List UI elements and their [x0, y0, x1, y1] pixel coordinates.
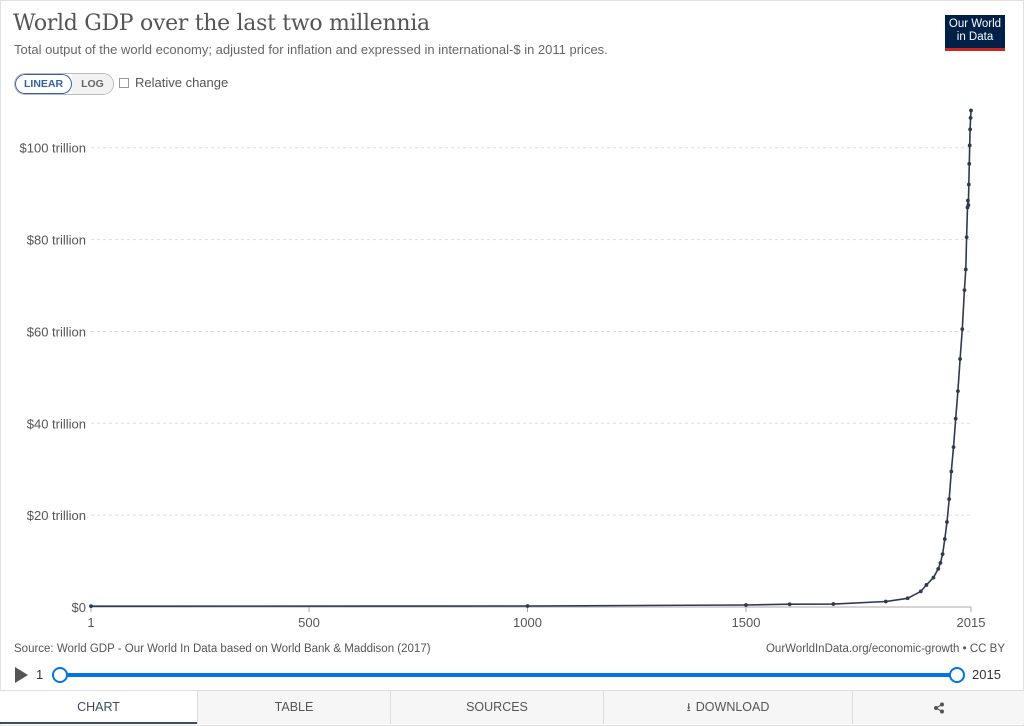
relative-change-label: Relative change — [135, 75, 229, 90]
data-point[interactable] — [940, 552, 945, 557]
chart-subtitle: Total output of the world economy; adjus… — [14, 42, 608, 57]
data-point[interactable] — [968, 127, 973, 132]
data-point[interactable] — [942, 537, 947, 541]
linear-scale-button[interactable]: LINEAR — [15, 74, 73, 94]
y-tick-label: $40 trillion — [27, 416, 86, 431]
tab-sources[interactable]: SOURCES — [390, 691, 603, 724]
scale-toggle: LINEAR LOG — [14, 73, 114, 95]
data-point[interactable] — [883, 599, 888, 604]
timeline: 1 2015 — [0, 660, 1024, 690]
data-point[interactable] — [969, 108, 973, 113]
data-point[interactable] — [966, 198, 970, 203]
relative-change-toggle[interactable]: Relative change — [119, 75, 228, 90]
source-note[interactable]: Source: World GDP - Our World In Data ba… — [14, 643, 431, 655]
x-tick-label: 1 — [87, 615, 94, 630]
x-tick-label: 1500 — [732, 615, 761, 630]
data-point[interactable] — [787, 602, 792, 607]
data-point[interactable] — [964, 235, 969, 240]
license-note[interactable]: OurWorldInData.org/economic-growth • CC … — [765, 643, 1005, 655]
data-point[interactable] — [966, 182, 971, 187]
y-tick-label: $0 — [72, 600, 86, 615]
data-point[interactable] — [949, 469, 954, 474]
data-point[interactable] — [936, 566, 941, 571]
data-point[interactable] — [831, 602, 836, 606]
timeline-start-label: 1 — [36, 667, 44, 682]
data-point[interactable] — [951, 445, 956, 450]
share-icon — [933, 702, 944, 714]
data-point[interactable] — [918, 589, 923, 594]
data-point[interactable] — [967, 161, 972, 166]
chart-plot: $0 $20 trillion $40 trillion $60 trillion $8… — [20, 108, 986, 630]
data-point[interactable] — [967, 143, 972, 148]
tab-bar: CHART TABLE SOURCES ⭳ DOWNLOAD — [0, 690, 1024, 724]
y-tick-label: $20 trillion — [27, 508, 86, 523]
x-tick-label: 500 — [298, 615, 320, 630]
y-tick-label: $100 trillion — [20, 141, 87, 156]
play-icon[interactable] — [15, 667, 28, 683]
data-point[interactable] — [945, 520, 949, 524]
chart-title: World GDP over the last two millennia — [13, 11, 430, 36]
owid-logo[interactable]: Our World in Data — [945, 15, 1005, 51]
data-point[interactable] — [905, 596, 910, 601]
data-point[interactable] — [525, 604, 530, 608]
x-tick-label: 1000 — [513, 615, 542, 630]
data-point[interactable] — [962, 288, 967, 293]
timeline-track[interactable] — [59, 673, 956, 677]
data-point[interactable] — [968, 115, 973, 120]
data-point[interactable] — [955, 389, 960, 394]
data-point[interactable] — [938, 561, 943, 565]
data-point[interactable] — [89, 604, 93, 609]
data-point[interactable] — [963, 267, 968, 272]
tab-download-label: DOWNLOAD — [695, 700, 770, 714]
data-point[interactable] — [924, 583, 929, 587]
logo-line-1: Our World — [948, 18, 1002, 30]
timeline-start-handle[interactable] — [52, 667, 68, 683]
relative-change-checkbox[interactable] — [119, 77, 129, 88]
tab-table[interactable]: TABLE — [197, 691, 390, 724]
log-scale-button[interactable]: LOG — [72, 74, 113, 94]
tab-chart[interactable]: CHART — [0, 691, 197, 724]
data-point[interactable] — [966, 203, 971, 208]
timeline-end-handle[interactable] — [949, 667, 965, 683]
data-point[interactable] — [947, 497, 952, 501]
y-tick-label: $80 trillion — [27, 233, 86, 248]
logo-line-2: in Data — [956, 31, 994, 43]
data-point[interactable] — [960, 327, 965, 332]
timeline-end-label: 2015 — [972, 667, 1001, 682]
series-line — [90, 110, 972, 608]
tab-share[interactable] — [852, 691, 1024, 724]
data-point[interactable] — [953, 416, 958, 421]
data-point[interactable] — [958, 357, 962, 361]
download-icon: ⭳ — [686, 700, 691, 714]
data-point[interactable] — [931, 575, 936, 580]
y-tick-label: $60 trillion — [27, 324, 86, 339]
tab-download[interactable]: ⭳ DOWNLOAD — [603, 691, 852, 724]
x-tick-label: 2015 — [957, 615, 986, 630]
data-point[interactable] — [744, 603, 748, 607]
